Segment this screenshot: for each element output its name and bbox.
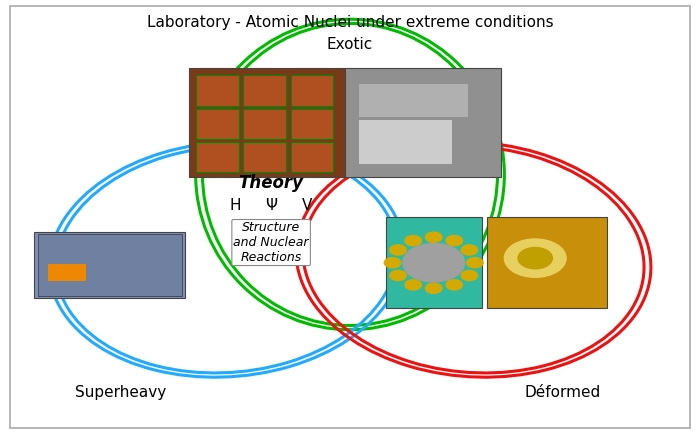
FancyBboxPatch shape [386,217,482,309]
Text: Déformed: Déformed [524,385,601,400]
Text: Exotic: Exotic [327,37,373,52]
FancyBboxPatch shape [358,121,452,164]
FancyBboxPatch shape [487,217,608,309]
Text: Theory: Theory [239,174,304,192]
Circle shape [390,270,406,281]
FancyBboxPatch shape [48,264,86,281]
Text: Laboratory - Atomic Nuclei under extreme conditions: Laboratory - Atomic Nuclei under extreme… [147,15,553,30]
Circle shape [461,270,477,281]
FancyBboxPatch shape [358,84,468,117]
Circle shape [446,280,463,290]
Circle shape [467,258,483,268]
Circle shape [405,236,421,246]
Circle shape [405,280,421,290]
FancyBboxPatch shape [243,75,286,106]
FancyBboxPatch shape [290,142,333,172]
FancyBboxPatch shape [290,108,333,139]
FancyBboxPatch shape [290,75,333,106]
FancyBboxPatch shape [196,142,239,172]
Circle shape [402,243,465,282]
Circle shape [504,239,566,277]
FancyBboxPatch shape [243,142,286,172]
FancyBboxPatch shape [196,75,239,106]
FancyBboxPatch shape [345,68,501,177]
Circle shape [426,283,442,293]
Circle shape [426,232,442,242]
Text: V: V [302,197,313,213]
Circle shape [390,245,406,255]
FancyBboxPatch shape [189,68,345,177]
FancyBboxPatch shape [34,232,186,298]
Text: Structure
and Nuclear
Reactions: Structure and Nuclear Reactions [233,221,309,264]
Circle shape [446,236,463,246]
Circle shape [461,245,477,255]
FancyBboxPatch shape [38,234,182,296]
Text: Ψ: Ψ [265,197,277,213]
FancyBboxPatch shape [243,108,286,139]
Text: H: H [229,197,241,213]
FancyBboxPatch shape [196,108,239,139]
Circle shape [518,247,552,269]
Text: Superheavy: Superheavy [75,385,166,400]
Circle shape [384,258,401,268]
